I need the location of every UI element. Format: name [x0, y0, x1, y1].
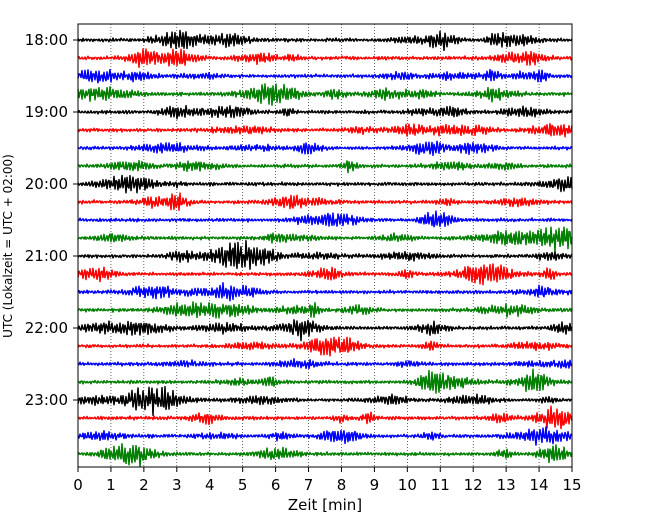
x-axis: 0 1 2 3 4 5 6 7 8 9 10 11 12 13 14 15 — [73, 467, 582, 494]
y-tick-label: 22:00 — [25, 319, 68, 337]
trace-1915 — [77, 122, 573, 138]
trace-2130 — [77, 282, 573, 302]
trace-2315 — [77, 405, 573, 430]
grid-lines — [110, 24, 540, 467]
x-tick-label: 2 — [139, 476, 149, 494]
x-tick-label: 12 — [464, 476, 483, 494]
trace-2015 — [77, 192, 573, 211]
trace-2215 — [77, 336, 573, 357]
trace-2200 — [77, 319, 573, 342]
trace-1845 — [77, 83, 573, 106]
plot-frame — [77, 23, 573, 468]
y-tick-label: 19:00 — [25, 103, 68, 121]
trace-1830 — [77, 68, 573, 84]
x-tick-label: 13 — [497, 476, 516, 494]
y-axis: 18:00 19:00 20:00 21:00 22:00 23:00 — [25, 31, 78, 409]
trace-2115 — [77, 263, 573, 286]
trace-2045 — [77, 226, 573, 253]
y-tick-label: 21:00 — [25, 247, 68, 265]
y-tick-label: 18:00 — [25, 31, 68, 49]
trace-2230 — [77, 357, 573, 370]
trace-2145 — [77, 301, 573, 319]
x-tick-label: 7 — [304, 476, 314, 494]
trace-1815 — [77, 48, 573, 69]
trace-2100 — [77, 239, 573, 270]
seismic-traces — [77, 29, 573, 468]
y-tick-label: 23:00 — [25, 391, 68, 409]
x-tick-label: 11 — [431, 476, 450, 494]
trace-2030 — [77, 210, 573, 228]
x-tick-label: 5 — [238, 476, 248, 494]
y-tick-label: 20:00 — [25, 175, 68, 193]
trace-2300 — [77, 385, 573, 417]
x-tick-label: 0 — [73, 476, 83, 494]
x-tick-label: 3 — [172, 476, 182, 494]
trace-1800 — [77, 29, 573, 52]
x-tick-label: 15 — [562, 476, 581, 494]
x-tick-label: 1 — [106, 476, 116, 494]
trace-2330 — [77, 426, 573, 446]
trace-1930 — [77, 140, 573, 157]
x-tick-label: 4 — [205, 476, 215, 494]
x-tick-label: 8 — [337, 476, 347, 494]
trace-2000 — [77, 174, 573, 194]
trace-1900 — [77, 104, 573, 120]
trace-2245 — [77, 368, 573, 394]
x-tick-label: 10 — [398, 476, 417, 494]
y-axis-label: UTC (Lokalzeit = UTC + 02:00) — [1, 154, 15, 338]
x-tick-label: 14 — [530, 476, 549, 494]
trace-1945 — [77, 159, 573, 174]
trace-2345 — [77, 443, 573, 468]
x-tick-label: 9 — [370, 476, 380, 494]
x-tick-label: 6 — [271, 476, 281, 494]
x-axis-label: Zeit [min] — [288, 496, 362, 514]
